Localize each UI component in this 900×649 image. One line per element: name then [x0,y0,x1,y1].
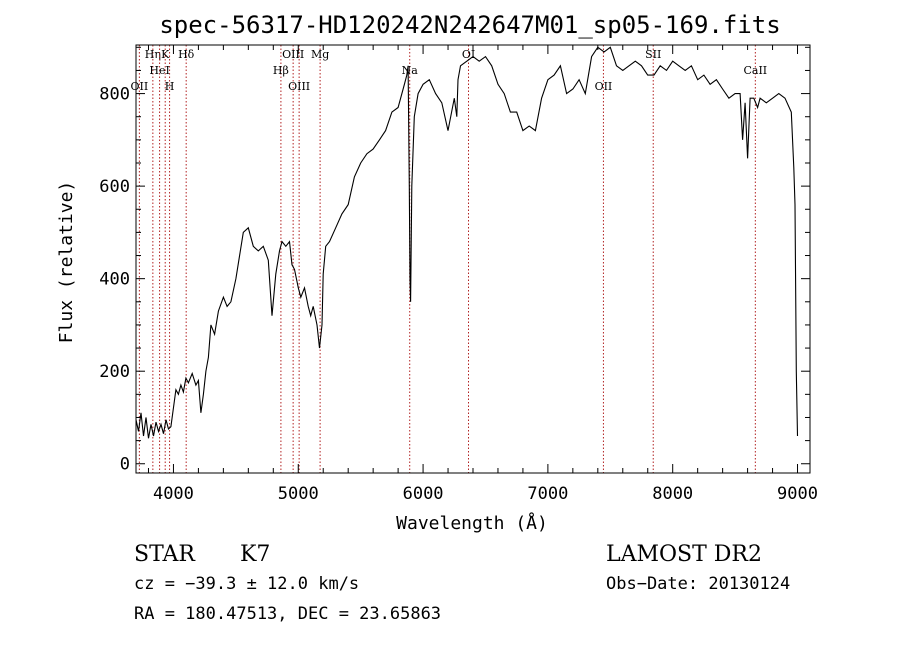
obs-date-text: Obs−Date: 20130124 [606,574,790,594]
line-marker-label: HeI [149,64,169,77]
chart-title: spec-56317-HD120242N242647M01_sp05-169.f… [159,11,780,39]
spectrum-series-line [135,46,799,439]
object-subclass: K7 [240,542,270,567]
y-tick-label: 600 [99,177,130,197]
x-tick-label: 8000 [652,484,693,504]
line-marker-label: K [161,48,170,61]
line-marker-label: CaII [743,64,767,77]
y-tick-label: 800 [99,85,130,105]
x-tick-label: 7000 [527,484,568,504]
x-tick-label: 4000 [153,484,194,504]
line-marker-label: OII [131,80,149,93]
line-marker-label: OIII [282,48,304,61]
coordinates-text: RA = 180.47513, DEC = 23.65863 [134,604,441,624]
line-marker-label: OII [595,80,613,93]
x-axis-label: Wavelength (Å) [396,512,548,534]
object-class: STAR [134,542,196,567]
y-tick-label: 400 [99,270,130,290]
plot-frame [135,44,811,474]
redshift-text: cz = −39.3 ± 12.0 km/s [134,574,359,594]
x-tick-label: 9000 [777,484,818,504]
line-marker-label: OIII [288,80,310,93]
y-axis: 0 200 400 600 800 [99,46,810,475]
line-marker-label: SII [645,48,661,61]
line-marker-label: H [165,80,175,93]
x-tick-label: 5000 [278,484,319,504]
line-marker-label: Mg [311,48,329,61]
line-marker-label: Hδ [178,48,195,61]
line-marker-label: Na [402,64,419,77]
y-tick-label: 0 [120,455,130,475]
x-tick-label: 6000 [403,484,444,504]
survey-name: LAMOST DR2 [606,542,762,567]
y-tick-label: 200 [99,362,130,382]
y-axis-label: Flux (relative) [56,181,77,344]
x-axis: 4000 5000 6000 7000 8000 9000 [147,45,818,504]
line-marker-label: Hβ [273,64,289,77]
line-marker-label: Hη [145,48,161,61]
